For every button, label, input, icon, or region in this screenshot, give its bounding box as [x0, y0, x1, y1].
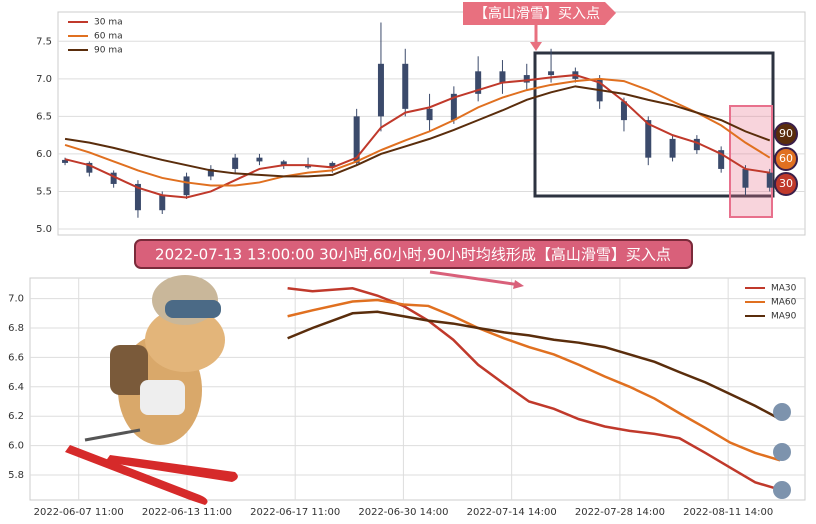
x-tick-label: 2022-06-30 14:00	[358, 507, 448, 518]
candle-body	[329, 162, 336, 168]
legend-label: MA30	[771, 284, 797, 294]
annotation-box	[463, 2, 616, 25]
end-badge	[774, 147, 798, 171]
candle-body	[86, 162, 93, 173]
candle-body	[377, 63, 384, 117]
candle-body	[353, 116, 360, 163]
x-tick-label: 2022-07-28 14:00	[575, 507, 665, 518]
x-tick-label: 2022-08-11 14:00	[683, 507, 773, 518]
y-tick-label: 7.0	[8, 294, 24, 305]
y-tick-label: 6.4	[8, 382, 24, 393]
candle-body	[256, 157, 263, 162]
end-badge-label: 90	[779, 127, 793, 140]
ma-line	[64, 74, 770, 199]
end-badge	[774, 122, 798, 146]
y-tick-label: 6.0	[8, 441, 24, 452]
candle-body	[548, 71, 555, 76]
candle-body	[475, 71, 482, 94]
x-tick-label: 2022-06-07 11:00	[34, 507, 124, 518]
candle-body	[499, 71, 506, 83]
legend-label: MA90	[771, 312, 797, 322]
legend-label: 60 ma	[94, 32, 123, 42]
banner: 2022-07-13 13:00:00 30小时,60小时,90小时均线形成【高…	[134, 239, 693, 269]
candle-body	[523, 75, 530, 83]
legend-label: 30 ma	[94, 18, 123, 28]
end-badge-label: 30	[779, 177, 793, 190]
candle-body	[232, 157, 239, 169]
candle-body	[742, 168, 749, 188]
end-badge-label: 60	[779, 152, 793, 165]
annotation-arrow-head	[530, 42, 542, 51]
candle-body	[718, 150, 725, 169]
y-tick-label: 5.5	[36, 186, 52, 197]
x-tick-label: 2022-06-13 11:00	[142, 507, 232, 518]
y-tick-label: 6.5	[36, 111, 52, 122]
candle-body	[207, 168, 214, 177]
ma-line	[287, 310, 781, 421]
legend-label: MA60	[771, 298, 797, 308]
annotation-text: 【高山滑雪】买入点	[474, 5, 600, 22]
candle-body	[402, 63, 409, 109]
highlight-box	[729, 105, 773, 218]
plot-area	[57, 11, 806, 236]
dog-illustration	[65, 275, 238, 505]
banner-text: 2022-07-13 13:00:00 30小时,60小时,90小时均线形成【高…	[155, 246, 671, 264]
candle-body	[426, 108, 433, 121]
banner-arrow	[429, 270, 521, 287]
top-chart: 5.0 5.5 6.0 6.5 7.0 7.5 30 ma 60 ma 90 ma 90 60 30 【…	[36, 2, 806, 236]
y-tick-label: 7.5	[36, 36, 52, 47]
candle-body	[450, 93, 457, 121]
ma-line	[287, 298, 781, 462]
candle-body	[766, 172, 773, 188]
candle-body	[134, 183, 141, 211]
y-tick-label: 7.0	[36, 74, 52, 85]
candle-body	[159, 195, 166, 211]
x-tick-label: 2022-07-14 14:00	[467, 507, 557, 518]
y-tick-label: 6.2	[8, 411, 24, 422]
banner-arrow-head	[513, 280, 524, 289]
candle-body	[620, 101, 627, 121]
y-tick-label: 6.0	[36, 149, 52, 160]
y-tick-label: 5.0	[36, 224, 52, 235]
candle-body	[669, 138, 676, 158]
candle-body	[693, 138, 700, 151]
candle-body	[280, 161, 287, 166]
candle-body	[110, 172, 117, 184]
end-badge	[774, 172, 798, 196]
ma-line	[64, 77, 771, 187]
mini-icons	[773, 403, 791, 499]
candle-body	[305, 165, 312, 168]
y-tick-label: 6.8	[8, 323, 24, 334]
candle-body	[183, 176, 190, 196]
x-tick-label: 2022-06-17 11:00	[250, 507, 340, 518]
candle-body	[62, 159, 69, 163]
y-tick-label: 5.8	[8, 470, 24, 481]
ma-line	[64, 85, 771, 178]
candle-body	[645, 120, 652, 158]
legend-label: 90 ma	[94, 46, 123, 56]
y-tick-label: 6.6	[8, 352, 24, 363]
ma-line	[287, 287, 781, 491]
